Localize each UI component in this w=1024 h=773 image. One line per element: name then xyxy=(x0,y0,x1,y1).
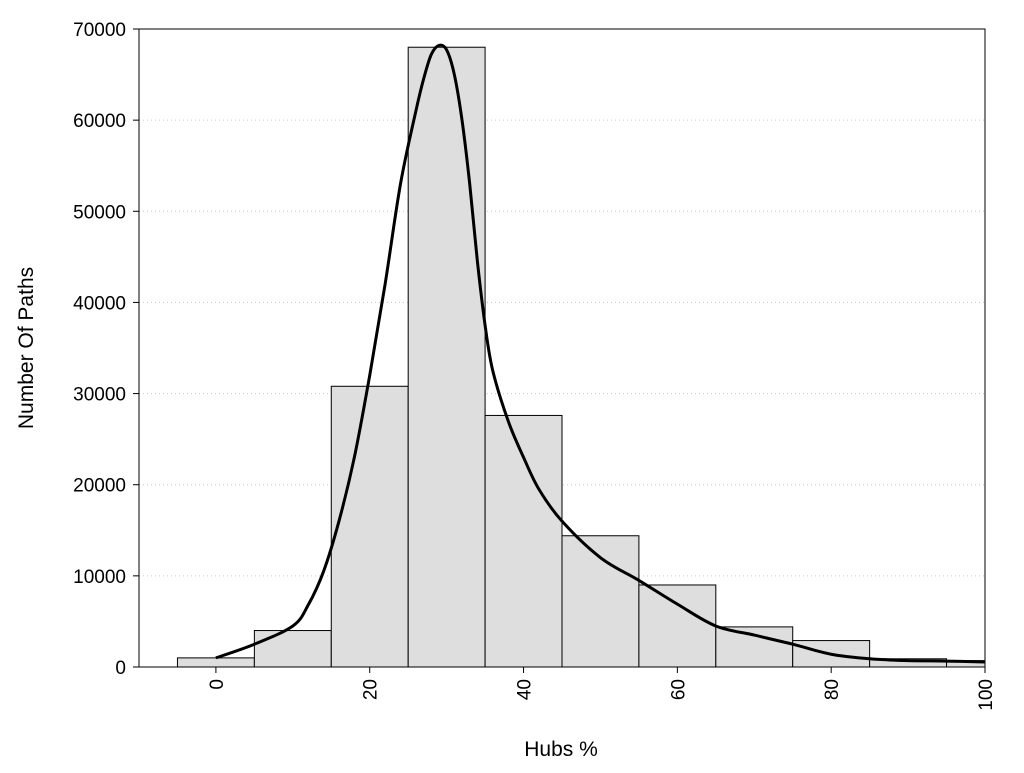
histogram-bar xyxy=(715,626,794,668)
density-curve xyxy=(215,43,986,664)
x-tick-label: 40 xyxy=(515,679,536,700)
histogram-bars xyxy=(176,46,986,668)
histogram-bar xyxy=(253,630,332,668)
x-axis-title: Hubs % xyxy=(524,738,598,761)
y-tick-label: 40000 xyxy=(73,293,126,314)
histogram-bar xyxy=(638,584,717,668)
histogram-bar xyxy=(407,46,486,668)
histogram-bar xyxy=(330,385,409,668)
y-tick-label: 0 xyxy=(115,658,126,679)
y-tick-label: 50000 xyxy=(73,202,126,223)
histogram-bar xyxy=(484,414,563,668)
y-tick-label: 70000 xyxy=(73,20,126,41)
plot-frame xyxy=(138,28,986,668)
grid-lines xyxy=(139,119,985,577)
y-tick-label: 60000 xyxy=(73,111,126,132)
x-tick-label: 80 xyxy=(822,679,843,700)
x-tick-label: 60 xyxy=(668,679,689,700)
x-tick-label: 0 xyxy=(207,679,228,690)
y-axis-ticks: 0 10000 20000 30000 40000 50000 60000 70000 xyxy=(73,20,139,679)
histogram-bar xyxy=(176,657,255,668)
histogram-bar xyxy=(561,535,640,668)
x-axis-ticks: 0 20 40 60 80 100 xyxy=(207,667,997,711)
y-tick-label: 20000 xyxy=(73,476,126,497)
y-axis-title: Number Of Paths xyxy=(15,267,38,429)
y-tick-label: 10000 xyxy=(73,567,126,588)
x-tick-label: 20 xyxy=(361,679,382,700)
x-tick-label: 100 xyxy=(976,679,997,711)
y-tick-label: 30000 xyxy=(73,385,126,406)
